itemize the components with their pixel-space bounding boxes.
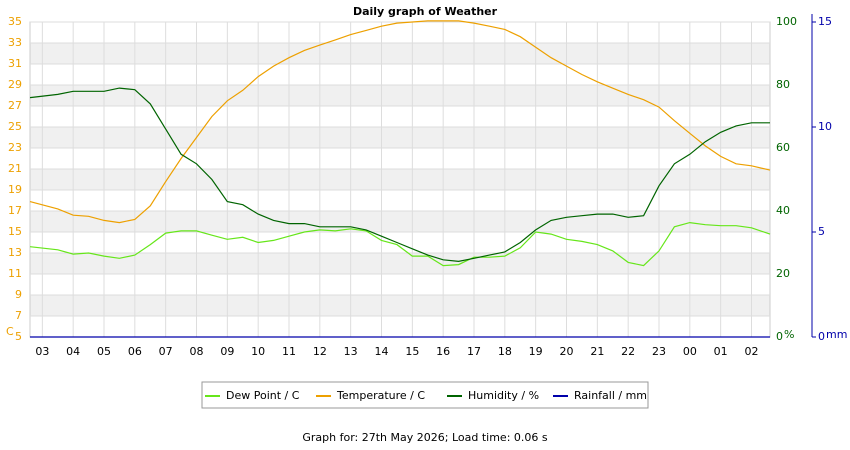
y-tick-label: 9 — [15, 288, 22, 301]
footer: Graph for: 27th May 2026; Load time: 0.0… — [302, 431, 548, 444]
y2-tick-label: 60 — [776, 141, 790, 154]
y-tick-label: 33 — [8, 36, 22, 49]
x-tick-label: 12 — [313, 345, 327, 358]
y3-tick-label: 5 — [818, 225, 825, 238]
y-tick-label: 27 — [8, 99, 22, 112]
x-tick-label: 08 — [190, 345, 204, 358]
band — [30, 127, 770, 148]
x-tick-label: 00 — [683, 345, 697, 358]
band — [30, 211, 770, 232]
x-tick-label: 15 — [405, 345, 419, 358]
y-tick-label: 5 — [15, 330, 22, 343]
chart-title: Daily graph of Weather — [353, 5, 498, 18]
series-line — [29, 221, 771, 267]
x-tick-label: 16 — [436, 345, 450, 358]
x-tick-label: 04 — [66, 345, 80, 358]
x-tick-label: 18 — [498, 345, 512, 358]
y2-tick-label: 0 — [776, 330, 783, 343]
x-tick-label: 23 — [652, 345, 666, 358]
x-tick-label: 02 — [745, 345, 759, 358]
y-tick-label: 31 — [8, 57, 22, 70]
x-tick-label: 03 — [35, 345, 49, 358]
x-tick-label: 09 — [220, 345, 234, 358]
y2-tick-label: 40 — [776, 204, 790, 217]
y-tick-label: 25 — [8, 120, 22, 133]
y-tick-label: 7 — [15, 309, 22, 322]
y-unit: C — [6, 325, 14, 338]
y-tick-label: 13 — [8, 246, 22, 259]
x-tick-label: 20 — [560, 345, 574, 358]
x-tick-label: 22 — [621, 345, 635, 358]
y3-unit: mm — [826, 328, 847, 341]
x-tick-label: 11 — [282, 345, 296, 358]
x-tick-label: 05 — [97, 345, 111, 358]
x-tick-label: 07 — [159, 345, 173, 358]
y2-tick-label: 20 — [776, 267, 790, 280]
series-line — [29, 20, 771, 224]
band — [30, 43, 770, 64]
x-tick-label: 06 — [128, 345, 142, 358]
x-tick-label: 14 — [375, 345, 389, 358]
band — [30, 253, 770, 274]
legend-label: Temperature / C — [336, 389, 425, 402]
y-tick-label: 17 — [8, 204, 22, 217]
x-tick-label: 10 — [251, 345, 265, 358]
x-tick-label: 17 — [467, 345, 481, 358]
y3-tick-label: 15 — [818, 15, 832, 28]
y2-unit: % — [784, 328, 794, 341]
y-tick-label: 21 — [8, 162, 22, 175]
legend-box — [201, 381, 649, 409]
y-tick-label: 19 — [8, 183, 22, 196]
y-tick-label: 15 — [8, 225, 22, 238]
y3-tick-label: 10 — [818, 120, 832, 133]
x-tick-label: 13 — [344, 345, 358, 358]
y-tick-label: 23 — [8, 141, 22, 154]
legend-label: Humidity / % — [468, 389, 539, 402]
y-tick-label: 35 — [8, 15, 22, 28]
legend-label: Rainfall / mm — [574, 389, 647, 402]
y-tick-label: 11 — [8, 267, 22, 280]
y3-tick-label: 0 — [818, 330, 825, 343]
band — [30, 85, 770, 106]
x-tick-label: 19 — [529, 345, 543, 358]
legend-label: Dew Point / C — [226, 389, 300, 402]
y2-tick-label: 100 — [776, 15, 797, 28]
band — [30, 295, 770, 316]
x-tick-label: 21 — [590, 345, 604, 358]
y2-tick-label: 80 — [776, 78, 790, 91]
y-tick-label: 29 — [8, 78, 22, 91]
x-tick-label: 01 — [714, 345, 728, 358]
series-line — [29, 87, 770, 263]
